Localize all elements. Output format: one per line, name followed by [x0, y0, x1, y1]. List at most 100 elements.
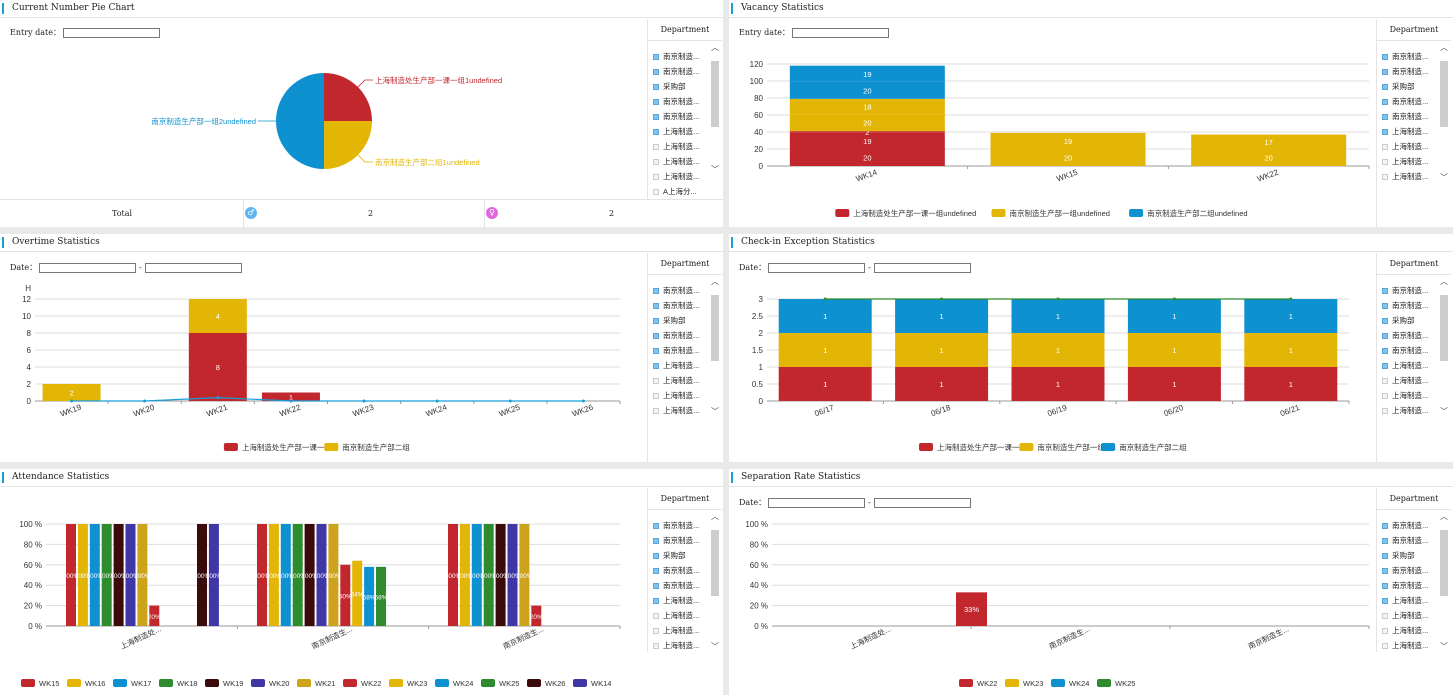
checkbox-icon[interactable]	[1382, 113, 1388, 120]
department-item[interactable]: 南京制造...	[653, 518, 708, 533]
department-item[interactable]: 上海制造...	[653, 593, 708, 608]
checkbox-icon[interactable]	[1382, 597, 1388, 604]
scroll-thumb[interactable]	[711, 530, 719, 596]
department-item[interactable]: 上海制造...	[1382, 638, 1437, 653]
department-item[interactable]: 上海制造...	[653, 358, 708, 373]
checkbox-icon[interactable]	[653, 188, 659, 195]
department-item[interactable]: 上海制造...	[653, 638, 708, 653]
department-item[interactable]: 上海制造...	[653, 623, 708, 638]
department-item[interactable]: 南京制造...	[653, 563, 708, 578]
date-from-input[interactable]	[768, 497, 866, 508]
department-item[interactable]: 上海制造...	[1382, 373, 1437, 388]
department-item[interactable]: 上海制造...	[653, 169, 708, 184]
department-item[interactable]: 南京制造...	[653, 94, 708, 109]
department-item[interactable]: 上海制造...	[1382, 608, 1437, 623]
checkbox-icon[interactable]	[1382, 173, 1388, 180]
checkbox-icon[interactable]	[653, 407, 659, 414]
scroll-up-icon[interactable]: ︿	[711, 277, 719, 286]
department-item[interactable]: 上海制造...	[1382, 154, 1437, 169]
checkbox-icon[interactable]	[1382, 537, 1388, 544]
checkbox-icon[interactable]	[653, 158, 659, 165]
department-item[interactable]: 南京制造...	[653, 578, 708, 593]
scroll-down-icon[interactable]: ﹀	[711, 165, 719, 174]
date-to-input[interactable]	[144, 262, 242, 273]
checkbox-icon[interactable]	[653, 53, 659, 60]
department-item[interactable]: 上海制造...	[653, 373, 708, 388]
scroll-up-icon[interactable]: ︿	[711, 43, 719, 52]
department-item[interactable]: 上海制造...	[653, 139, 708, 154]
checkbox-icon[interactable]	[653, 98, 659, 105]
department-item[interactable]: 南京制造...	[653, 283, 708, 298]
scroll-thumb[interactable]	[1440, 295, 1448, 361]
checkbox-icon[interactable]	[653, 332, 659, 339]
department-item[interactable]: 采购部	[1382, 313, 1437, 328]
department-item[interactable]: 南京制造...	[1382, 64, 1437, 79]
scroll-thumb[interactable]	[1440, 530, 1448, 596]
checkbox-icon[interactable]	[1382, 83, 1388, 90]
department-item[interactable]: 南京制造...	[1382, 94, 1437, 109]
department-item[interactable]: 上海制造...	[1382, 388, 1437, 403]
checkbox-icon[interactable]	[1382, 567, 1388, 574]
scroll-down-icon[interactable]: ﹀	[1440, 642, 1448, 651]
department-scrollbar[interactable]: ︿ ﹀	[1439, 43, 1449, 183]
department-item[interactable]: 南京制造...	[653, 64, 708, 79]
department-item[interactable]: 南京制造...	[653, 328, 708, 343]
department-scrollbar[interactable]: ︿ ﹀	[1439, 277, 1449, 417]
checkbox-icon[interactable]	[653, 113, 659, 120]
department-item[interactable]: 南京制造...	[1382, 343, 1437, 358]
department-item[interactable]: 上海制造...	[1382, 623, 1437, 638]
department-item[interactable]: 上海制造...	[1382, 403, 1437, 418]
department-item[interactable]: 上海制造...	[653, 388, 708, 403]
checkbox-icon[interactable]	[1382, 627, 1388, 634]
department-scrollbar[interactable]: ︿ ﹀	[1439, 512, 1449, 652]
department-item[interactable]: 南京制造...	[653, 343, 708, 358]
department-item[interactable]: 上海制造...	[1382, 593, 1437, 608]
checkbox-icon[interactable]	[1382, 377, 1388, 384]
department-item[interactable]: 南京制造...	[1382, 109, 1437, 124]
scroll-thumb[interactable]	[711, 61, 719, 127]
checkbox-icon[interactable]	[653, 627, 659, 634]
department-item[interactable]: 上海制造...	[1382, 124, 1437, 139]
department-item[interactable]: 上海制造...	[653, 154, 708, 169]
checkbox-icon[interactable]	[653, 83, 659, 90]
checkbox-icon[interactable]	[653, 552, 659, 559]
checkbox-icon[interactable]	[653, 173, 659, 180]
scroll-thumb[interactable]	[711, 295, 719, 361]
department-item[interactable]: 南京制造...	[653, 49, 708, 64]
scroll-up-icon[interactable]: ︿	[1440, 512, 1448, 521]
department-item[interactable]: 上海制造...	[1382, 358, 1437, 373]
checkbox-icon[interactable]	[1382, 582, 1388, 589]
checkbox-icon[interactable]	[1382, 68, 1388, 75]
checkbox-icon[interactable]	[653, 612, 659, 619]
checkbox-icon[interactable]	[1382, 612, 1388, 619]
department-item[interactable]: 南京制造...	[653, 109, 708, 124]
checkbox-icon[interactable]	[653, 582, 659, 589]
checkbox-icon[interactable]	[653, 362, 659, 369]
department-item[interactable]: 采购部	[653, 79, 708, 94]
department-scrollbar[interactable]: ︿ ﹀	[710, 277, 720, 417]
checkbox-icon[interactable]	[1382, 347, 1388, 354]
checkbox-icon[interactable]	[1382, 332, 1388, 339]
department-item[interactable]: 上海制造...	[653, 124, 708, 139]
checkbox-icon[interactable]	[1382, 317, 1388, 324]
department-item[interactable]: 上海制造...	[1382, 139, 1437, 154]
department-item[interactable]: 南京制造...	[1382, 283, 1437, 298]
department-item[interactable]: 采购部	[653, 548, 708, 563]
entry-date-input[interactable]	[62, 27, 160, 38]
date-from-input[interactable]	[768, 262, 866, 273]
checkbox-icon[interactable]	[653, 522, 659, 529]
checkbox-icon[interactable]	[653, 567, 659, 574]
department-scrollbar[interactable]: ︿ ﹀	[710, 512, 720, 652]
checkbox-icon[interactable]	[653, 287, 659, 294]
checkbox-icon[interactable]	[1382, 552, 1388, 559]
department-item[interactable]: 采购部	[1382, 548, 1437, 563]
department-item[interactable]: 上海制造...	[653, 608, 708, 623]
checkbox-icon[interactable]	[653, 392, 659, 399]
checkbox-icon[interactable]	[1382, 407, 1388, 414]
checkbox-icon[interactable]	[1382, 642, 1388, 649]
checkbox-icon[interactable]	[653, 537, 659, 544]
department-item[interactable]: 采购部	[1382, 79, 1437, 94]
department-item[interactable]: 南京制造...	[653, 533, 708, 548]
checkbox-icon[interactable]	[653, 597, 659, 604]
checkbox-icon[interactable]	[1382, 53, 1388, 60]
